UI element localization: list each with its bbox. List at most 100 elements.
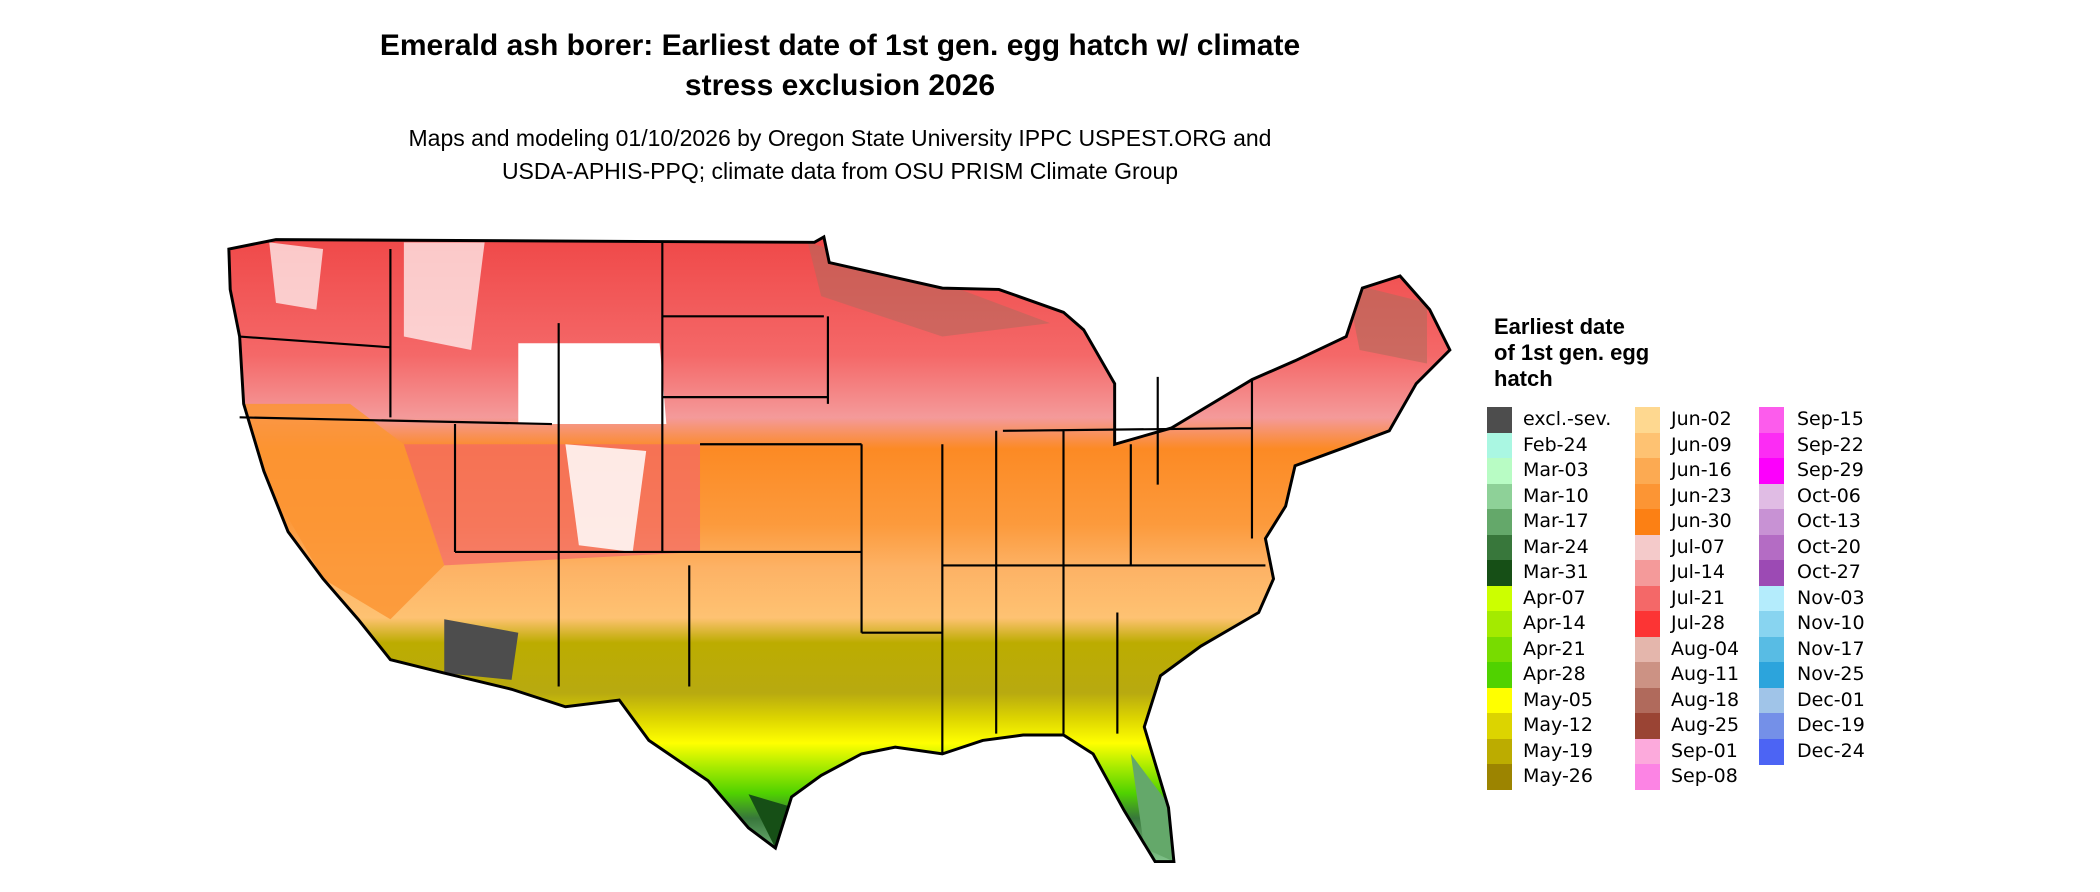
montana-idaho-excluded-region	[403, 242, 485, 351]
wyoming-excluded-region	[518, 343, 667, 425]
subtitle-line-1: Maps and modeling 01/10/2026 by Oregon S…	[408, 125, 1272, 151]
legend-swatch	[1635, 611, 1660, 637]
legend-label: Jul-07	[1671, 535, 1725, 558]
legend-label: Jul-21	[1671, 586, 1725, 609]
legend-label: May-26	[1523, 765, 1593, 787]
legend-swatch	[1487, 483, 1512, 510]
legend-label: Oct-20	[1797, 535, 1861, 558]
cascades-excluded-region	[269, 242, 324, 310]
legend-swatch	[1759, 585, 1784, 612]
legend-swatch	[1635, 585, 1660, 612]
south-texas-green-region	[748, 794, 795, 849]
title-line-1: Emerald ash borer: Earliest date of 1st …	[379, 29, 1301, 62]
legend-swatch	[1487, 407, 1512, 433]
legend-swatch	[1759, 483, 1784, 510]
legend-swatch	[1759, 560, 1784, 586]
legend-swatch	[1487, 534, 1512, 561]
legend-label: Sep-22	[1797, 433, 1864, 456]
legend-label: Dec-01	[1797, 688, 1865, 711]
legend-label: Nov-03	[1797, 586, 1865, 609]
legend-title-line-2: of 1st gen. egg	[1494, 340, 1650, 365]
legend-label: May-19	[1523, 739, 1593, 762]
legend-label: May-05	[1523, 688, 1593, 711]
legend-label: Jun-16	[1671, 459, 1732, 481]
legend-swatch	[1635, 738, 1660, 765]
legend-label: Jul-28	[1671, 612, 1725, 634]
legend-swatch	[1759, 432, 1784, 459]
map-subtitle: Maps and modeling 01/10/2026 by Oregon S…	[280, 122, 1400, 188]
legend-swatch	[1759, 662, 1784, 688]
legend-swatch	[1759, 713, 1784, 739]
legend-label: Apr-21	[1523, 637, 1586, 660]
legend-label: Aug-11	[1671, 663, 1740, 685]
legend-label: Dec-19	[1797, 714, 1865, 736]
legend-swatch	[1759, 636, 1784, 663]
legend-label: Mar-10	[1523, 484, 1589, 507]
legend-label: Nov-17	[1797, 637, 1865, 660]
legend-label: Mar-24	[1523, 535, 1589, 558]
legend-swatch	[1759, 458, 1784, 484]
new-england-brown-region	[1346, 282, 1427, 364]
legend-title-line-1: Earliest date	[1494, 314, 1625, 339]
legend-swatch	[1487, 560, 1512, 586]
arizona-excluded-region	[444, 619, 519, 680]
state-borders	[239, 242, 1266, 754]
legend-swatch	[1759, 687, 1784, 714]
map-title: Emerald ash borer: Earliest date of 1st …	[280, 26, 1400, 106]
legend-label: Apr-14	[1523, 612, 1586, 634]
legend-swatch	[1635, 662, 1660, 688]
legend-swatch	[1487, 662, 1512, 688]
legend-label: Feb-24	[1523, 433, 1588, 456]
legend-swatch	[1759, 534, 1784, 561]
legend-swatch	[1635, 432, 1660, 459]
legend-swatch	[1487, 764, 1512, 790]
legend-label: Nov-10	[1797, 612, 1865, 634]
legend-swatch	[1635, 534, 1660, 561]
legend-label: Nov-25	[1797, 663, 1865, 685]
legend-swatch	[1487, 611, 1512, 637]
legend-swatch	[1487, 636, 1512, 663]
legend-label: Sep-08	[1671, 765, 1738, 787]
legend-swatch	[1487, 738, 1512, 765]
legend-label: Mar-03	[1523, 459, 1589, 481]
legend-swatch	[1487, 713, 1512, 739]
legend-label: Oct-06	[1797, 484, 1861, 507]
legend-label: Jun-23	[1671, 484, 1732, 507]
legend-swatch	[1635, 560, 1660, 586]
california-orange-region	[242, 403, 445, 620]
legend-swatch	[1759, 611, 1784, 637]
legend-label: Oct-13	[1797, 510, 1861, 532]
legend-swatch	[1635, 407, 1660, 433]
interior-west-red-region	[403, 444, 701, 566]
legend-label: Jun-09	[1671, 433, 1732, 456]
legend-label: Jul-14	[1671, 561, 1725, 583]
legend-label: excl.-sev.	[1523, 408, 1612, 430]
legend-swatch	[1635, 509, 1660, 535]
legend-swatch	[1487, 509, 1512, 535]
legend-label: Jun-30	[1671, 510, 1732, 532]
legend-swatch	[1487, 687, 1512, 714]
legend-label: Apr-07	[1523, 586, 1586, 609]
legend-label: Mar-31	[1523, 561, 1589, 583]
legend-label: Sep-29	[1797, 459, 1864, 481]
legend-swatch	[1487, 585, 1512, 612]
legend-label: Oct-27	[1797, 561, 1861, 583]
legend-swatch	[1487, 458, 1512, 484]
legend-label: Aug-18	[1671, 688, 1740, 711]
legend-swatch	[1635, 713, 1660, 739]
legend-swatch	[1635, 458, 1660, 484]
legend-label: Aug-04	[1671, 637, 1740, 660]
legend-swatch	[1635, 764, 1660, 790]
legend-swatch	[1759, 407, 1784, 433]
legend-title: Earliest date of 1st gen. egg hatch	[1494, 314, 1714, 392]
legend-swatch	[1635, 636, 1660, 663]
legend-label: Dec-24	[1797, 739, 1865, 762]
subtitle-line-2: USDA-APHIS-PPQ; climate data from OSU PR…	[501, 158, 1179, 184]
legend-swatch	[1635, 483, 1660, 510]
florida-green-region	[1130, 753, 1174, 862]
legend-swatch	[1635, 687, 1660, 714]
legend-label: Mar-17	[1523, 510, 1589, 532]
legend-title-line-3: hatch	[1494, 366, 1553, 391]
legend-swatch	[1759, 738, 1784, 765]
